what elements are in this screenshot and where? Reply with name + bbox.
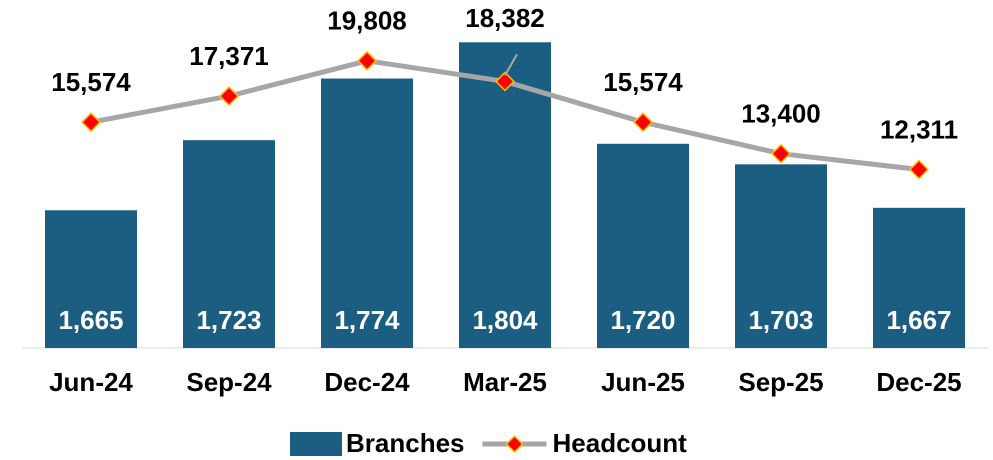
line-marker [356, 50, 378, 71]
line-marker [80, 112, 102, 133]
x-tick-label: Mar-25 [463, 367, 547, 397]
legend-label: Headcount [553, 428, 688, 458]
legend-marker [505, 434, 524, 454]
line-value-label: 15,574 [603, 67, 683, 97]
x-tick-label: Dec-24 [324, 367, 410, 397]
legend-swatch [290, 432, 342, 456]
leader-line [504, 53, 518, 76]
line-value-label: 15,574 [51, 67, 131, 97]
line-value-label: 17,371 [189, 41, 269, 71]
line-marker [632, 112, 654, 133]
x-tick-label: Dec-25 [876, 367, 961, 397]
x-tick-label: Jun-25 [601, 367, 685, 397]
x-tick-label: Jun-24 [49, 367, 133, 397]
x-tick-label: Sep-24 [186, 367, 272, 397]
bar-value-label: 1,804 [472, 305, 538, 335]
bar-value-label: 1,665 [58, 305, 123, 335]
line-marker [218, 86, 240, 107]
bar-value-label: 1,703 [748, 305, 813, 335]
bar-value-label: 1,667 [886, 305, 951, 335]
bar [597, 143, 689, 348]
legend-label: Branches [346, 428, 465, 458]
bar-value-label: 1,723 [196, 305, 261, 335]
bar-value-label: 1,720 [610, 305, 675, 335]
bar [735, 164, 827, 348]
bar [459, 42, 551, 349]
bar [45, 210, 137, 348]
line-value-label: 12,311 [880, 114, 958, 144]
line-value-label: 19,808 [327, 6, 407, 36]
bar [873, 207, 965, 348]
line-marker [908, 159, 930, 180]
line-marker [494, 71, 516, 92]
bar [183, 140, 275, 348]
bar-value-label: 1,774 [334, 305, 400, 335]
line-value-label: 18,382 [465, 3, 545, 33]
line-value-label: 13,400 [741, 99, 821, 129]
x-tick-label: Sep-25 [738, 367, 823, 397]
bar [321, 78, 413, 349]
line-marker [770, 143, 792, 164]
